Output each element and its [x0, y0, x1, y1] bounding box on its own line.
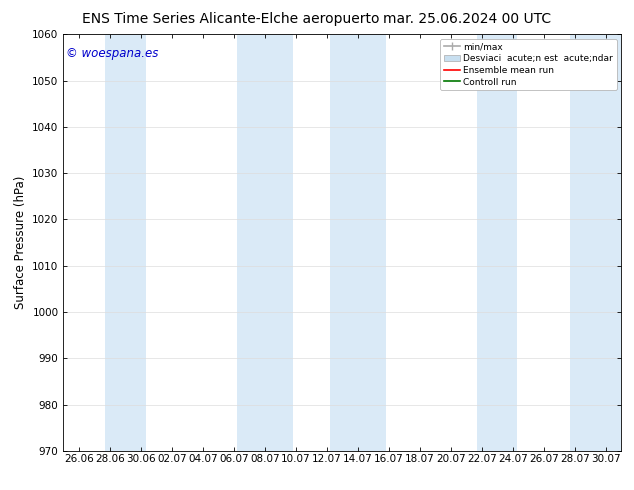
Text: mar. 25.06.2024 00 UTC: mar. 25.06.2024 00 UTC [384, 12, 552, 26]
Bar [570, 34, 621, 451]
Text: ENS Time Series Alicante-Elche aeropuerto: ENS Time Series Alicante-Elche aeropuert… [82, 12, 380, 26]
Bar [330, 34, 385, 451]
Text: © woespana.es: © woespana.es [66, 47, 158, 60]
Bar [237, 34, 293, 451]
Legend: min/max, Desviaci  acute;n est  acute;ndar, Ensemble mean run, Controll run: min/max, Desviaci acute;n est acute;ndar… [440, 39, 617, 90]
Bar [105, 34, 146, 451]
Y-axis label: Surface Pressure (hPa): Surface Pressure (hPa) [14, 176, 27, 309]
Bar [477, 34, 517, 451]
